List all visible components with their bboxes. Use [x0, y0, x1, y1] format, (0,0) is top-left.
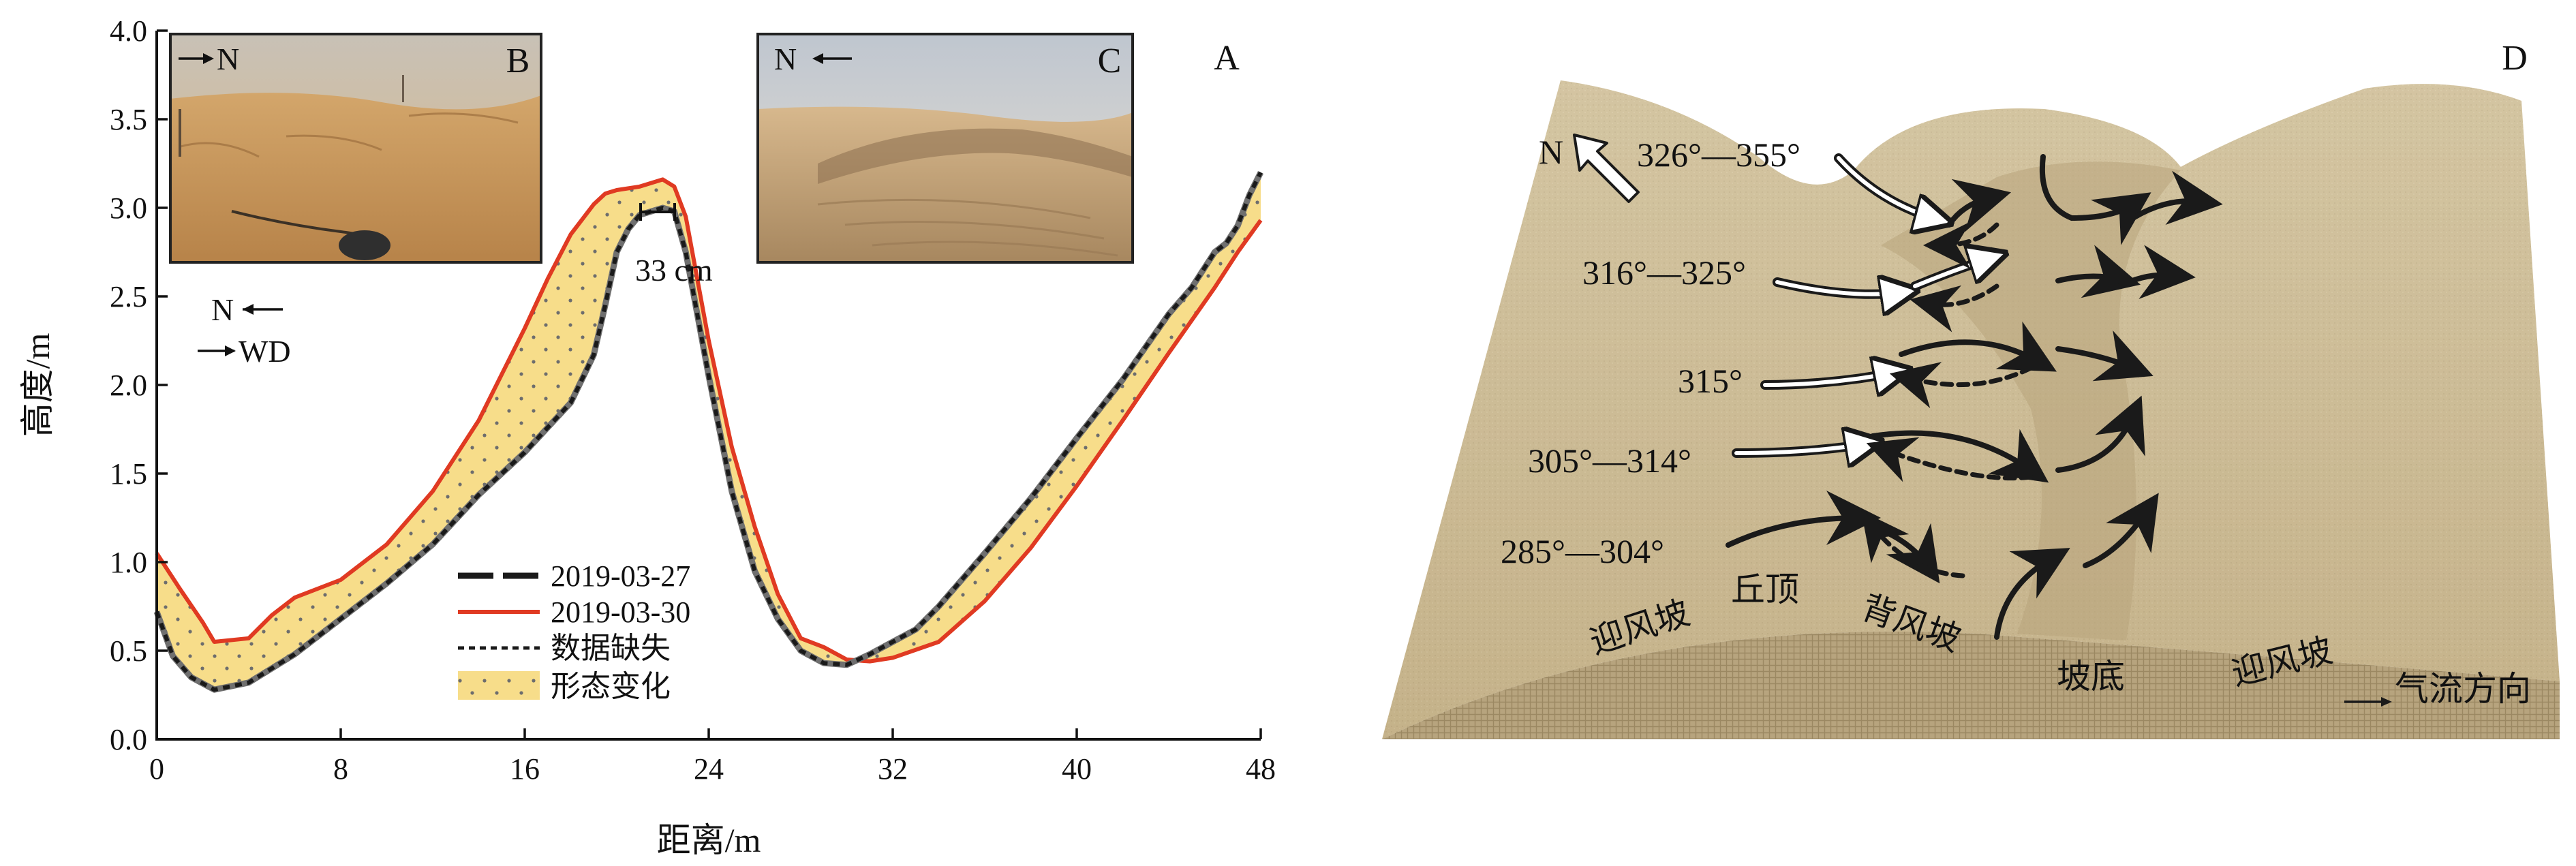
x-tick-label: 16 — [510, 752, 540, 786]
y-tick-label: 4.0 — [110, 14, 147, 48]
photo-inset-b: N B — [169, 33, 542, 264]
series-line-2019-03-27 — [155, 171, 1263, 692]
panel-a-chart: 0.0 0.5 1.0 1.5 2.0 2.5 3.0 3.5 4.0 0 8 16 24 32 40 48… — [18, 14, 1276, 859]
angle-label-3: 315° — [1678, 362, 1743, 400]
zone-label-crest: 丘顶 — [1731, 570, 1799, 608]
panel-d-north-indicator: N — [1539, 133, 1640, 203]
dune-texture — [1382, 80, 2560, 739]
airflow-legend-label: 气流方向 — [2395, 670, 2531, 708]
legend-label-morphology-change: 形态变化 — [551, 670, 671, 703]
panel-d-north-arrow-icon — [1573, 134, 1640, 203]
photo-c-north-label: N — [774, 42, 797, 76]
y-tick-label: 3.5 — [110, 103, 147, 136]
legend-label-missing-data: 数据缺失 — [551, 632, 671, 665]
legend: 2019-03-27 2019-03-30 数据缺失 形态变化 — [458, 559, 690, 703]
x-tick-label: 0 — [149, 752, 164, 786]
photo-b-letter: B — [506, 42, 530, 80]
y-axis-ticks: 0.0 0.5 1.0 1.5 2.0 2.5 3.0 3.5 4.0 — [110, 14, 168, 756]
legend-label-2019-03-27: 2019-03-27 — [551, 559, 690, 593]
angle-label-2: 316°—325° — [1582, 253, 1746, 292]
panel-d-north-label: N — [1539, 133, 1563, 171]
x-axis-ticks: 0 8 16 24 32 40 48 — [149, 728, 1276, 786]
wind-angle-labels: 326°—355° 316°—325° 315° 305°—314° 285°—… — [1501, 136, 1800, 570]
x-tick-label: 32 — [878, 752, 908, 786]
morphology-change-fill — [157, 172, 1261, 690]
x-tick-label: 40 — [1062, 752, 1092, 786]
series-lines — [153, 170, 1264, 693]
photo-c-letter: C — [1098, 42, 1122, 80]
y-axis-title: 高度/m — [18, 333, 57, 437]
airflow-legend: 气流方向 — [2344, 670, 2531, 708]
morphology-change-area — [157, 172, 1261, 690]
angle-label-5: 285°—304° — [1501, 532, 1664, 570]
y-tick-label: 1.5 — [110, 457, 147, 491]
y-tick-label: 0.0 — [110, 723, 147, 756]
panel-letter-a: A — [1214, 39, 1240, 78]
panel-letter-d: D — [2502, 39, 2528, 78]
y-tick-label: 1.0 — [110, 546, 147, 579]
x-axis-title: 距离/m — [657, 821, 761, 859]
orientation-indicator: N WD — [198, 292, 291, 369]
crest-shift-marker — [639, 203, 676, 221]
y-tick-label: 0.5 — [110, 634, 147, 668]
angle-label-4: 305°—314° — [1528, 442, 1691, 480]
legend-label-2019-03-30: 2019-03-30 — [551, 596, 690, 629]
y-tick-label: 2.0 — [110, 369, 147, 402]
x-tick-label: 8 — [333, 752, 348, 786]
panel-d-dune-model: D N 326°—355° 316°—325° 315° 305°—314° 2… — [1382, 39, 2560, 739]
wind-direction-label: WD — [239, 334, 291, 369]
airflow-arrows — [1726, 153, 2223, 640]
series-line-2019-03-30 — [155, 177, 1263, 664]
north-label: N — [211, 292, 234, 327]
dune-base-mesh — [1382, 631, 2560, 739]
legend-swatch-morphology-change — [458, 671, 540, 700]
y-tick-label: 2.5 — [110, 280, 147, 313]
y-tick-label: 3.0 — [110, 191, 147, 225]
x-tick-label: 48 — [1246, 752, 1276, 786]
photo-inset-c: N C — [756, 33, 1134, 264]
zone-label-slope-base: 坡底 — [2057, 658, 2125, 696]
photo-b-north-label: N — [217, 42, 239, 76]
angle-label-1: 326°—355° — [1637, 136, 1800, 174]
crest-shift-label: 33 cm — [635, 253, 713, 288]
x-tick-label: 24 — [694, 752, 724, 786]
